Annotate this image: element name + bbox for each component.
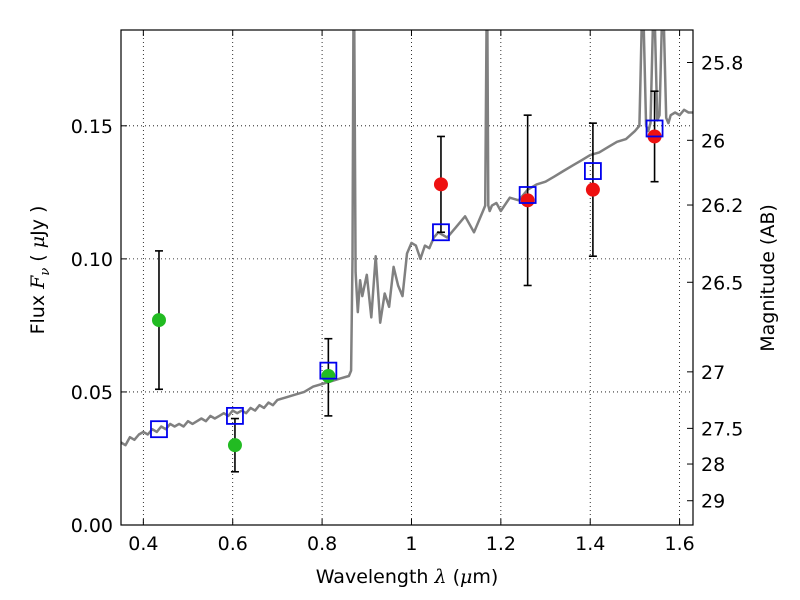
axis-ticks: 0.4 0.6 0.8 1 1.2 1.4 1.6 0.00 0.05 0.10 0.15 25.8 2… [71,30,743,555]
y-axis-label-prefix: Flux [27,289,49,335]
model-spectrum-line [121,30,693,447]
optical-photometry-point [321,368,336,383]
grid [121,30,693,526]
model-flux-square [645,119,664,138]
plot-area [121,30,693,473]
x-tick-label: 0.4 [128,533,158,555]
y2-tick-label: 27.5 [701,418,743,440]
model-flux-square [432,223,450,242]
y2-tick-label: 26.5 [701,272,743,294]
x-axis-label-prefix: Wavelength [316,566,435,588]
x-tick-label: 1 [405,533,417,555]
y2-axis-label: Magnitude (AB) [757,204,779,352]
infrared-photometry-point [520,193,535,208]
y2-tick-label: 26 [701,130,725,152]
x-tick-label: 1.6 [664,533,694,555]
optical-photometry-point [151,313,166,328]
x-tick-label: 0.8 [307,533,337,555]
y-tick-label: 0.00 [71,515,113,537]
y-axis-unit-open: ( [27,248,49,268]
y-axis-label: Flux Fν ( μJy ) [27,206,53,335]
optical-photometry-point [227,438,242,453]
model-flux-square [584,162,602,180]
x-axis-symbol: λ [433,566,446,588]
x-axis-unit-close: m) [472,566,498,588]
model-flux-square [518,186,537,204]
y-axis-subscript: ν [38,268,53,276]
model-flux-square [226,406,244,425]
infrared-photometry-point [585,182,600,197]
y2-tick-label: 27 [701,362,725,384]
y-axis-unit-mu: μ [27,236,49,248]
y-tick-label: 0.10 [71,249,113,271]
x-tick-label: 0.6 [218,533,248,555]
y2-tick-label: 26.2 [701,195,743,217]
x-axis-unit-mu: μ [460,566,472,588]
model-flux-square [150,420,168,439]
x-axis-unit-open: ( [447,566,460,588]
y-axis-unit-close: Jy ) [27,206,49,237]
y-tick-label: 0.05 [71,382,113,404]
x-axis-label: Wavelength λ (μm) [316,566,499,588]
y-axis-symbol: F [27,275,49,290]
infrared-photometry-point [433,177,448,192]
y-tick-label: 0.15 [71,116,113,138]
model-flux-square [319,361,338,380]
x-tick-label: 1.4 [575,533,605,555]
plot-frame [120,29,694,526]
y2-tick-label: 29 [701,491,725,513]
x-tick-label: 1.2 [486,533,516,555]
y2-tick-label: 25.8 [701,52,743,74]
y2-tick-label: 28 [701,454,725,476]
